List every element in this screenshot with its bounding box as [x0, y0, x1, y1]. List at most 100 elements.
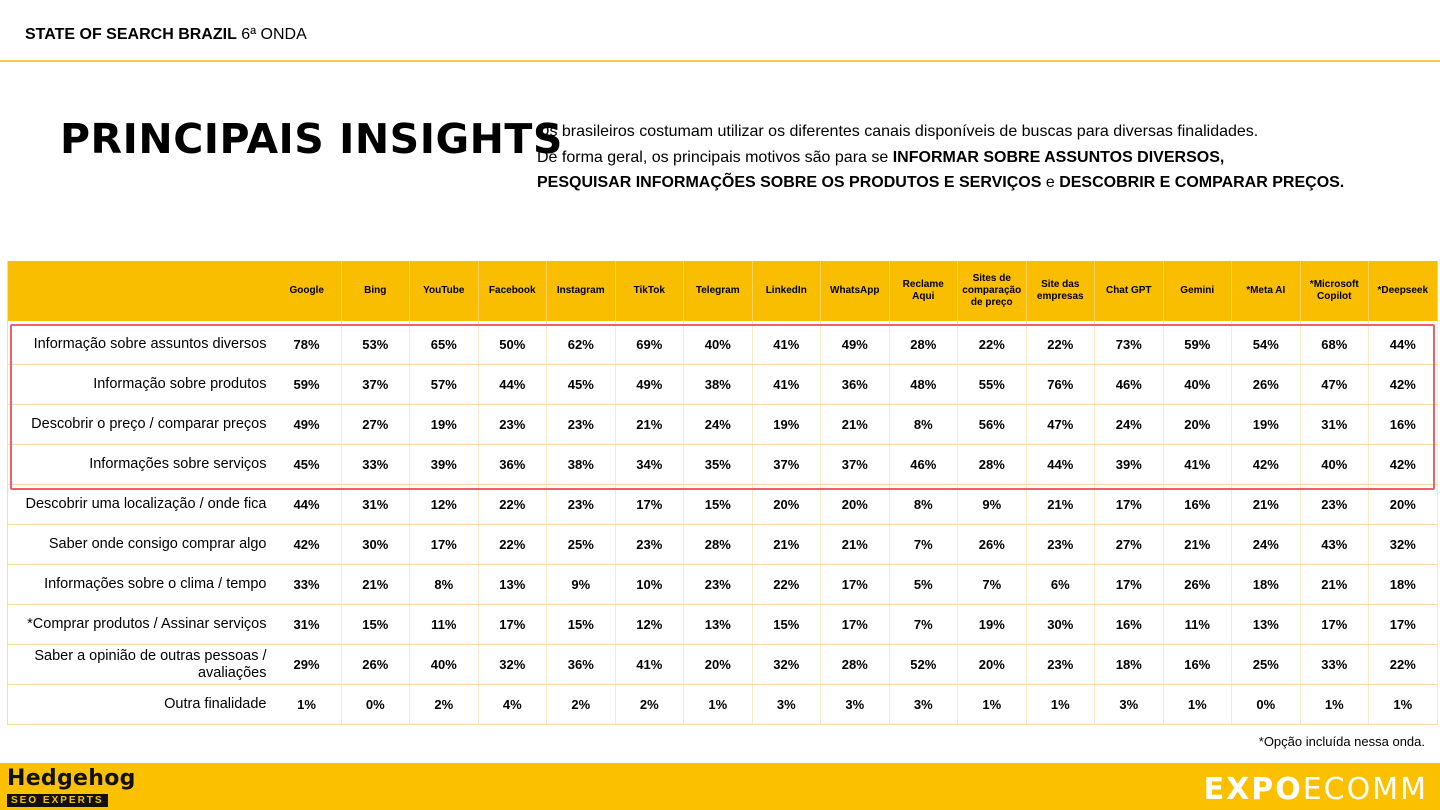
row-label: Saber a opinião de outras pessoas / aval…: [7, 644, 273, 685]
table-cell: 21%: [1163, 524, 1232, 565]
table-header-row: Google Bing YouTube Facebook Instagram TikTok…: [7, 261, 1438, 321]
table-cell: 41%: [615, 644, 684, 685]
table-cell: 6%: [1026, 564, 1095, 605]
table-cell: 45%: [546, 364, 616, 405]
table-cell: 16%: [1163, 644, 1232, 685]
table-cell: 17%: [1300, 604, 1369, 645]
intro-line-3: PESQUISAR INFORMAÇÕES SOBRE OS PRODUTOS …: [537, 170, 1344, 196]
table-cell: 1%: [272, 684, 342, 725]
table-cell: 17%: [409, 524, 479, 565]
table-cell: 47%: [1300, 364, 1369, 405]
table-cell: 8%: [889, 404, 958, 445]
table-cell: 16%: [1094, 604, 1164, 645]
table-cell: 41%: [752, 364, 821, 405]
table-cell: 41%: [752, 321, 821, 365]
table-cell: 33%: [1300, 644, 1369, 685]
row-label: Informação sobre produtos: [7, 364, 273, 405]
table-cell: 25%: [1231, 644, 1301, 685]
table-row: Descobrir o preço / comparar preços 49% 27…: [7, 404, 1438, 445]
table-cell: 44%: [478, 364, 547, 405]
table-corner-cell: [7, 261, 273, 321]
table-cell: 22%: [1026, 321, 1095, 365]
table-cell: 50%: [478, 321, 547, 365]
bottom-bar: Hedgehog SEO EXPERTS EXPOECOMM: [0, 763, 1440, 810]
report-brand: STATE OF SEARCH BRAZIL 6ª ONDA: [25, 26, 307, 44]
table-cell: 24%: [683, 404, 753, 445]
table-cell: 59%: [272, 364, 342, 405]
table-row: Saber a opinião de outras pessoas / aval…: [7, 644, 1438, 685]
table-row: Informações sobre o clima / tempo 33% 21% 8…: [7, 564, 1438, 605]
table-cell: 38%: [546, 444, 616, 485]
table-cell: 40%: [1300, 444, 1369, 485]
table-cell: 10%: [615, 564, 684, 605]
table-cell: 48%: [889, 364, 958, 405]
table-cell: 49%: [615, 364, 684, 405]
table-cell: 44%: [1368, 321, 1438, 365]
table-cell: 42%: [1368, 364, 1438, 405]
table-cell: 17%: [1094, 484, 1164, 525]
table-cell: 57%: [409, 364, 479, 405]
table-cell: 1%: [683, 684, 753, 725]
table-cell: 9%: [957, 484, 1027, 525]
column-header: Bing: [341, 261, 410, 321]
table-cell: 53%: [341, 321, 410, 365]
table-cell: 0%: [1231, 684, 1301, 725]
report-brand-bold: STATE OF SEARCH BRAZIL: [25, 26, 237, 43]
table-cell: 38%: [683, 364, 753, 405]
column-header: Facebook: [478, 261, 547, 321]
table-cell: 26%: [341, 644, 410, 685]
table-cell: 8%: [889, 484, 958, 525]
table-cell: 7%: [889, 604, 958, 645]
table-cell: 20%: [957, 644, 1027, 685]
table-cell: 16%: [1368, 404, 1438, 445]
row-label: Informação sobre assuntos diversos: [7, 321, 273, 365]
table-cell: 54%: [1231, 321, 1301, 365]
column-header: *Deepseek: [1368, 261, 1438, 321]
table-cell: 20%: [1368, 484, 1438, 525]
table-cell: 78%: [272, 321, 342, 365]
row-label: *Comprar produtos / Assinar serviços: [7, 604, 273, 645]
table-cell: 22%: [957, 321, 1027, 365]
table-cell: 3%: [889, 684, 958, 725]
table-cell: 52%: [889, 644, 958, 685]
table-row: Informação sobre assuntos diversos 78% 53%…: [7, 321, 1438, 365]
table-cell: 2%: [409, 684, 479, 725]
table-cell: 3%: [820, 684, 890, 725]
table-cell: 21%: [820, 524, 890, 565]
table-row: *Comprar produtos / Assinar serviços 31% 1…: [7, 604, 1438, 645]
column-header: WhatsApp: [820, 261, 890, 321]
table-cell: 21%: [820, 404, 890, 445]
table-cell: 20%: [820, 484, 890, 525]
table-cell: 40%: [409, 644, 479, 685]
table-cell: 23%: [478, 404, 547, 445]
column-header: Reclame Aqui: [889, 261, 958, 321]
table-row: Outra finalidade 1% 0% 2% 4% 2% 2% 1% 3% 3% 3% 1% 1%…: [7, 684, 1438, 725]
table-cell: 42%: [272, 524, 342, 565]
table-cell: 37%: [820, 444, 890, 485]
intro-line-2: De forma geral, os principais motivos sã…: [537, 145, 1344, 171]
table-row: Informações sobre serviços 45% 33% 39% 36% 38…: [7, 444, 1438, 485]
column-header: Sites de comparação de preço: [957, 261, 1027, 321]
table-cell: 30%: [341, 524, 410, 565]
top-bar: STATE OF SEARCH BRAZIL 6ª ONDA: [0, 0, 1440, 62]
table-cell: 20%: [683, 644, 753, 685]
column-header: LinkedIn: [752, 261, 821, 321]
table-cell: 5%: [889, 564, 958, 605]
expoecomm-logo-bold: EXPO: [1203, 772, 1303, 807]
column-header: *Meta AI: [1231, 261, 1301, 321]
table-cell: 32%: [1368, 524, 1438, 565]
table-cell: 22%: [1368, 644, 1438, 685]
insights-table: Google Bing YouTube Facebook Instagram TikTok…: [7, 261, 1438, 725]
table-cell: 24%: [1094, 404, 1164, 445]
table-cell: 1%: [957, 684, 1027, 725]
table-cell: 27%: [1094, 524, 1164, 565]
row-label: Descobrir o preço / comparar preços: [7, 404, 273, 445]
table-cell: 1%: [1368, 684, 1438, 725]
table-cell: 11%: [1163, 604, 1232, 645]
table-cell: 33%: [341, 444, 410, 485]
table-cell: 15%: [752, 604, 821, 645]
table-cell: 17%: [820, 564, 890, 605]
row-label: Descobrir uma localização / onde fica: [7, 484, 273, 525]
table-cell: 36%: [820, 364, 890, 405]
table-cell: 12%: [615, 604, 684, 645]
